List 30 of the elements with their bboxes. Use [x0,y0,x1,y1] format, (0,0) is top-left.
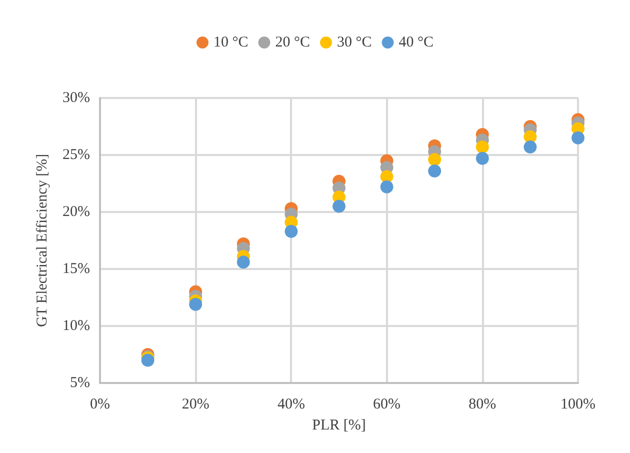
point [524,140,537,154]
point [141,354,154,367]
point [572,131,584,144]
x-tick-label: 40% [277,396,305,412]
point [332,200,346,213]
y-tick-label: 20% [62,204,90,220]
point [284,224,298,238]
legend-label: 40 °C [398,34,434,50]
x-tick-label: 20% [182,396,210,412]
x-tick-label: 60% [373,396,401,412]
point [476,140,489,154]
x-axis-title: PLR [%] [312,418,366,434]
y-tick-label: 25% [62,147,90,163]
y-tick-label: 30% [62,90,90,106]
legend-label: 20 °C [275,34,310,50]
x-tick-label: 100% [560,396,596,412]
y-tick-label: 15% [62,261,90,277]
point [236,256,250,269]
x-tick-label: 0% [90,396,110,412]
y-axis-title: GT Electrical Efficiency [%] [34,154,50,328]
y-tick-label: 5% [70,375,90,391]
y-tick-label: 10% [62,318,90,334]
point [380,180,394,194]
point [428,164,442,178]
legend-label: 30 °C [337,34,372,50]
point [428,153,442,166]
x-tick-label: 80% [468,396,496,412]
point [476,152,489,165]
legend-label: 10 °C [213,34,248,50]
point [189,298,202,311]
